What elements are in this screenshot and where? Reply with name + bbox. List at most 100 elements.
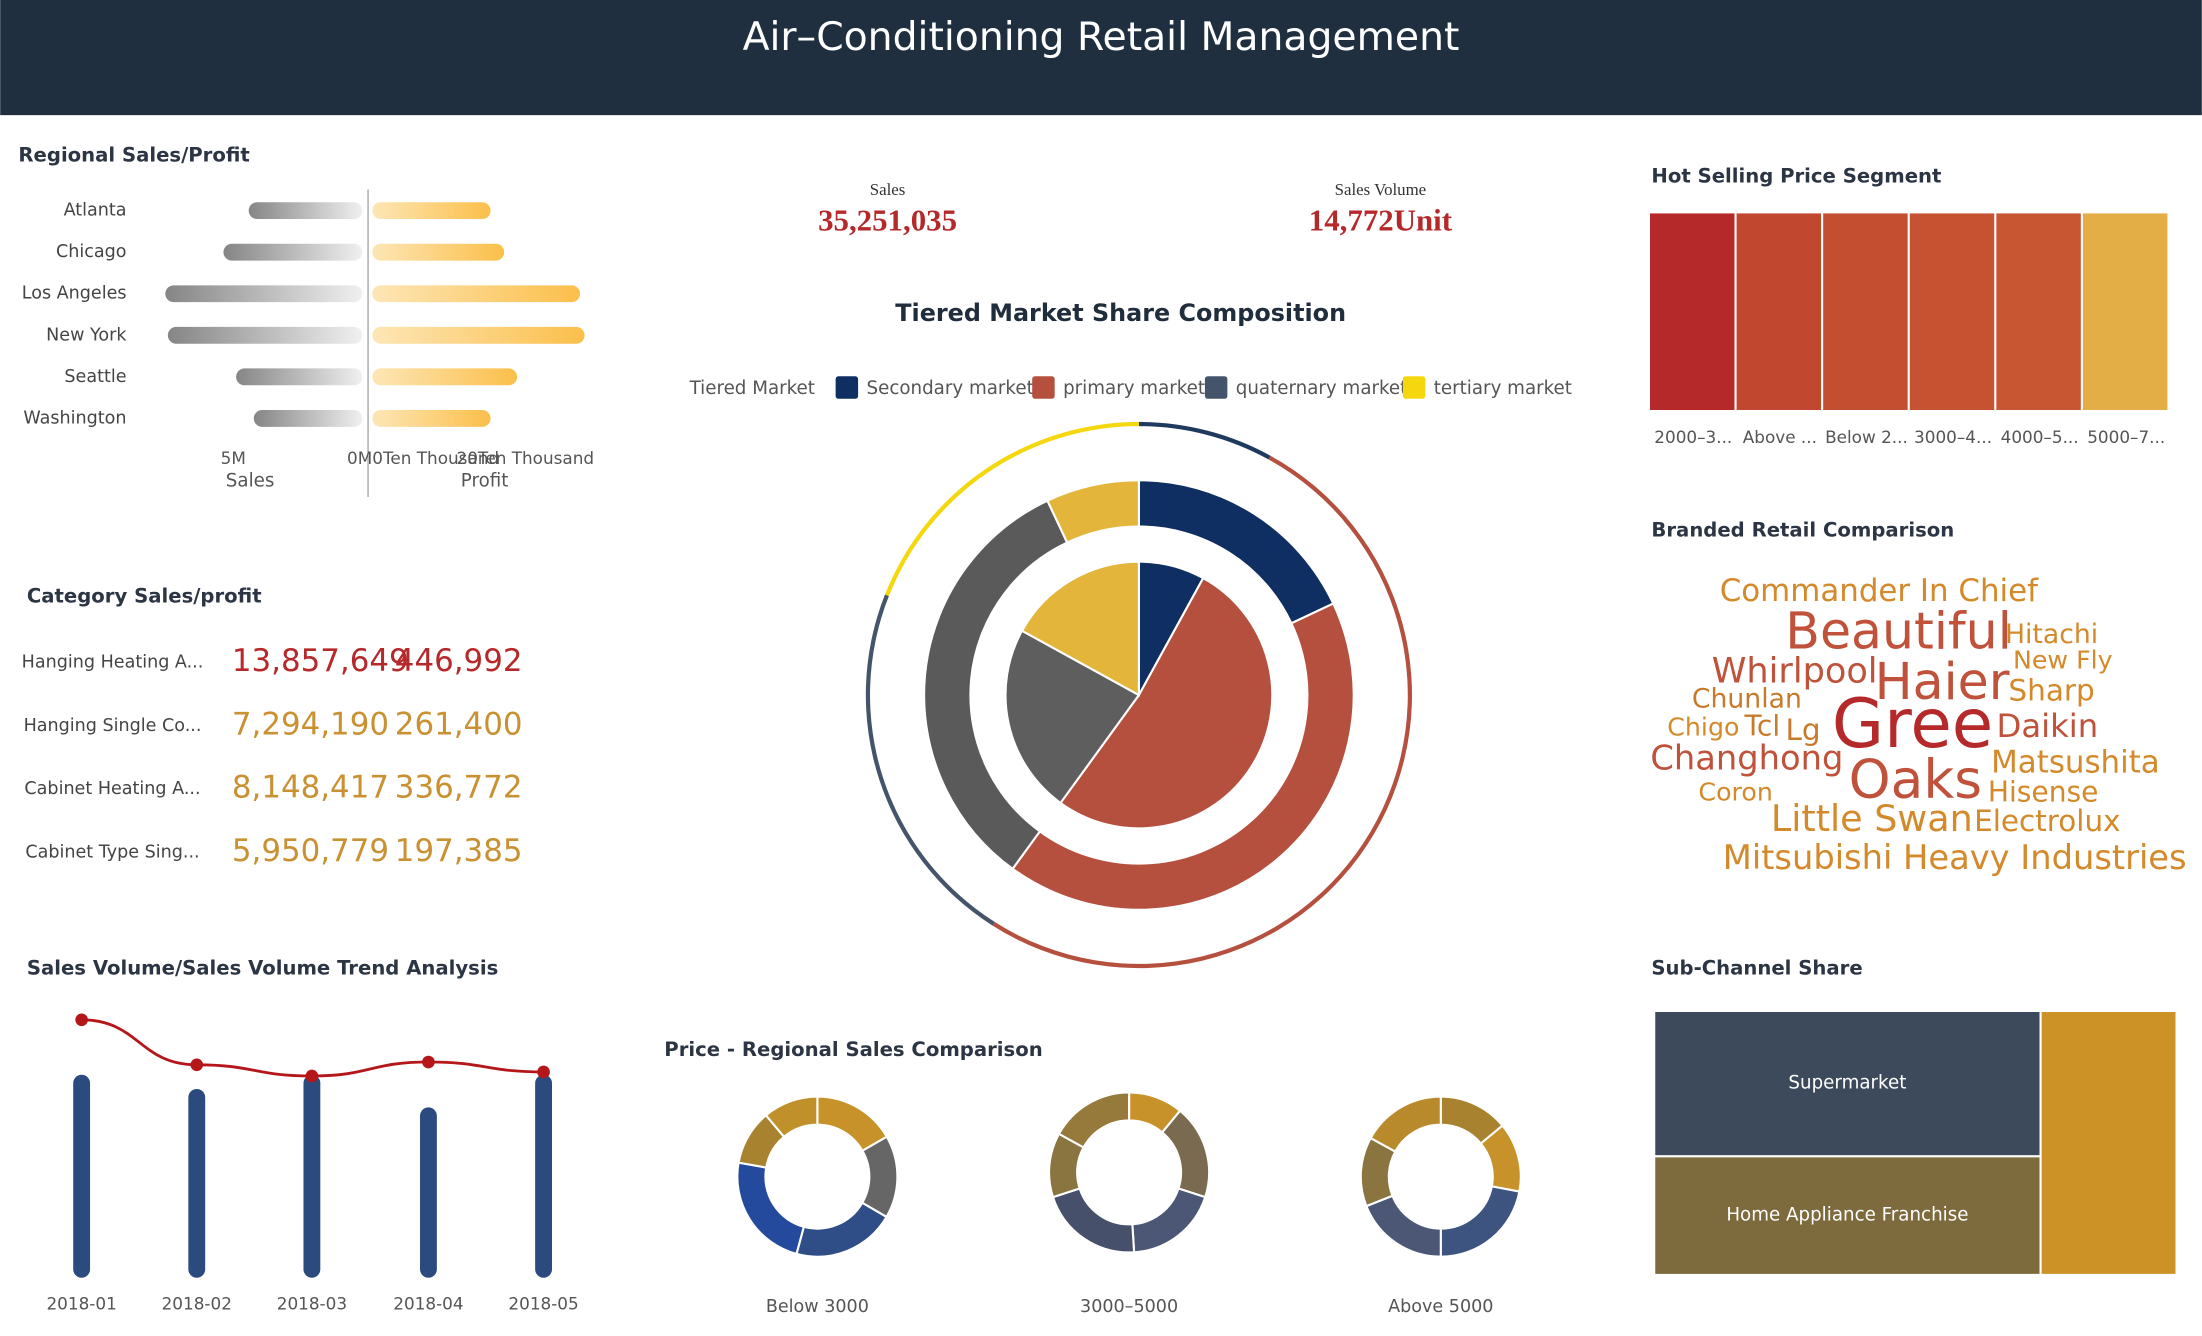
profit-bar <box>372 326 585 344</box>
row-profit: 261,400 <box>395 706 523 742</box>
legend-title: Tiered Market <box>689 378 815 399</box>
word: Haier <box>1875 652 2010 711</box>
x-tick-label: 0M <box>347 448 372 468</box>
sales-bar <box>223 243 363 261</box>
chart-title: Tiered Market Share Composition <box>895 299 1346 327</box>
category-label: New York <box>46 325 127 345</box>
word: Oaks <box>1849 748 1982 811</box>
word: Beautiful <box>1785 602 2011 661</box>
segment-label: Below 2... <box>1825 427 1908 447</box>
category-label: Seattle <box>64 367 126 387</box>
profit-bar <box>372 285 581 303</box>
word: Little Swan <box>1771 797 1973 840</box>
x-tick-label: 0Ten Thousand <box>372 448 499 468</box>
kpi-label: Sales Volume <box>1335 180 1426 199</box>
bar <box>303 1074 321 1278</box>
axis-title: Profit <box>461 471 509 492</box>
word: Chunlan <box>1692 684 1802 715</box>
trend-line <box>81 1018 544 1078</box>
word: Commander In Chief <box>1720 573 2039 609</box>
treemap-label: Home Appliance Franchise <box>1726 1205 1968 1226</box>
bar <box>420 1107 437 1278</box>
row-label: Cabinet Type Sing... <box>25 842 199 862</box>
row-label: Cabinet Heating A... <box>24 779 200 799</box>
line-point <box>305 1069 319 1083</box>
segment-label: 5000–7... <box>2087 427 2165 447</box>
word: Mitsubishi Heavy Industries <box>1723 838 2187 877</box>
category-label: Chicago <box>56 242 127 262</box>
donut-slice <box>1131 1187 1207 1254</box>
legend-swatch <box>1204 376 1228 399</box>
row-sales: 13,857,649 <box>232 643 409 679</box>
kpi-value: 14,772Unit <box>1309 202 1453 237</box>
price-segment <box>1996 213 2081 410</box>
kpi-value: 35,251,035 <box>818 202 957 237</box>
x-tick-label: 2018-04 <box>393 1293 463 1313</box>
section-title: Sub-Channel Share <box>1651 956 1862 979</box>
price-segment <box>1909 213 1995 410</box>
page-title: Air–Conditioning Retail Management <box>743 15 1460 60</box>
legend-label: Secondary market <box>867 378 1034 399</box>
x-tick-label: 2018-05 <box>508 1293 578 1313</box>
row-label: Hanging Single Co... <box>24 716 202 736</box>
x-tick-label: 2018-01 <box>46 1293 116 1313</box>
profit-bar <box>372 368 518 386</box>
donut-label: Above 5000 <box>1388 1297 1493 1317</box>
donut-label: 3000–5000 <box>1080 1297 1178 1317</box>
donut-slice <box>1369 1095 1442 1154</box>
profit-bar <box>372 243 505 261</box>
row-sales: 7,294,190 <box>232 706 389 742</box>
profit-bar <box>372 409 491 427</box>
legend-swatch <box>1032 376 1055 399</box>
profit-bar <box>372 202 491 220</box>
kpi-label: Sales <box>870 180 906 199</box>
donut-slice <box>1365 1194 1442 1258</box>
section-title: Regional Sales/Profit <box>18 143 249 166</box>
bar <box>188 1088 206 1278</box>
word: Sharp <box>2008 674 2094 708</box>
word: Matsushita <box>1991 744 2160 780</box>
donut-slice <box>1057 1091 1131 1149</box>
price-segment <box>1736 213 1822 410</box>
segment-label: Above ... <box>1743 427 1817 447</box>
word: Daikin <box>1996 707 2098 745</box>
row-label: Hanging Heating A... <box>22 653 204 673</box>
word: Gree <box>1832 684 1993 763</box>
bar <box>73 1074 91 1278</box>
word: Hitachi <box>2005 619 2098 650</box>
donut-slice <box>1160 1109 1211 1199</box>
segment-label: 3000–4... <box>1914 427 1992 447</box>
legend-label: quaternary market <box>1236 378 1408 399</box>
sales-bar <box>236 368 363 386</box>
word: Hisense <box>1988 776 2099 809</box>
word: Tcl <box>1744 710 1781 743</box>
line-point <box>190 1058 204 1072</box>
line-point <box>422 1055 435 1069</box>
x-tick-label: 5M <box>221 448 246 468</box>
sales-bar <box>253 409 363 427</box>
row-profit: 197,385 <box>395 833 523 869</box>
section-title: Category Sales/profit <box>27 584 262 607</box>
price-segment <box>2082 213 2168 410</box>
segment-label: 4000–5... <box>2001 427 2079 447</box>
category-label: Atlanta <box>64 201 127 221</box>
bar <box>535 1074 552 1278</box>
treemap-cell <box>2039 1009 2178 1276</box>
sales-bar <box>167 326 363 344</box>
word: Chigo <box>1667 713 1739 742</box>
section-title: Price - Regional Sales Comparison <box>664 1038 1042 1061</box>
donut-label: Below 3000 <box>766 1297 869 1317</box>
x-tick-label: 2018-03 <box>277 1293 347 1313</box>
axis-title: Sales <box>226 471 275 492</box>
row-sales: 8,148,417 <box>232 770 389 806</box>
legend-swatch <box>835 376 859 399</box>
donut-slice <box>1439 1185 1521 1258</box>
row-profit: 336,772 <box>395 770 523 806</box>
row-sales: 5,950,779 <box>232 833 389 869</box>
sales-bar <box>248 202 363 220</box>
legend-label: tertiary market <box>1434 378 1572 399</box>
category-label: Los Angeles <box>22 284 127 304</box>
treemap-cell <box>1653 1009 2042 1158</box>
section-title: Branded Retail Comparison <box>1651 518 1954 541</box>
row-profit: 446,992 <box>395 643 523 679</box>
